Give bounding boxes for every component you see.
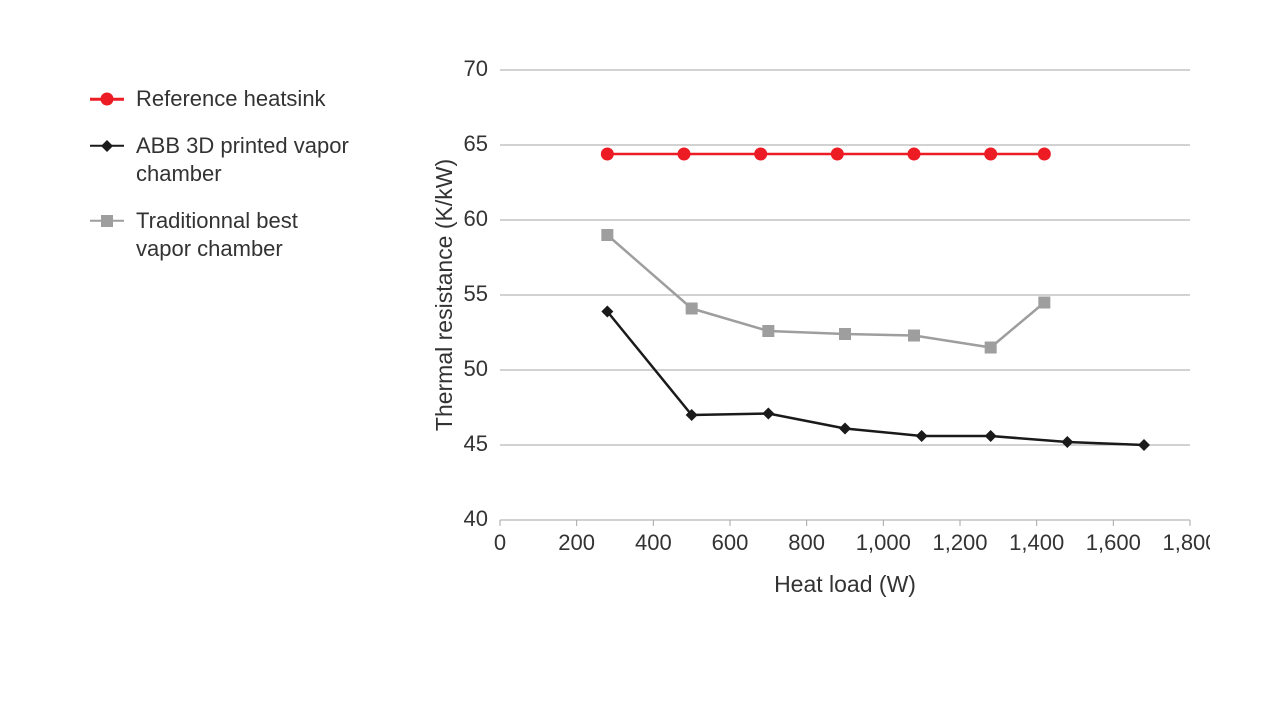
svg-text:60: 60 [464, 206, 488, 231]
svg-text:1,200: 1,200 [932, 530, 987, 555]
svg-text:Heat load (W): Heat load (W) [774, 571, 916, 597]
svg-text:45: 45 [464, 431, 488, 456]
legend: Reference heatsink ABB 3D printed vapor c… [90, 85, 350, 282]
legend-swatch [90, 213, 124, 229]
legend-swatch [90, 91, 124, 107]
svg-text:55: 55 [464, 281, 488, 306]
legend-label: ABB 3D printed vapor chamber [136, 132, 350, 189]
svg-text:800: 800 [788, 530, 825, 555]
legend-swatch [90, 138, 124, 154]
svg-text:1,000: 1,000 [856, 530, 911, 555]
svg-text:50: 50 [464, 356, 488, 381]
svg-text:1,600: 1,600 [1086, 530, 1141, 555]
legend-label: Reference heatsink [136, 85, 326, 114]
svg-text:70: 70 [464, 60, 488, 81]
svg-text:Thermal resistance (K/kW): Thermal resistance (K/kW) [431, 159, 457, 431]
svg-text:1,800: 1,800 [1162, 530, 1210, 555]
legend-item-traditional: Traditionnal best vapor chamber [90, 207, 350, 264]
svg-text:1,400: 1,400 [1009, 530, 1064, 555]
legend-item-reference: Reference heatsink [90, 85, 350, 114]
legend-item-abb3d: ABB 3D printed vapor chamber [90, 132, 350, 189]
svg-text:0: 0 [494, 530, 506, 555]
chart-svg: 40 45 50 55 60 65 70 0 200 400 600 800 1,000 1,200 1,4… [430, 60, 1210, 630]
chart-container: Reference heatsink ABB 3D printed vapor c… [0, 0, 1280, 720]
circle-icon [98, 90, 116, 108]
svg-text:40: 40 [464, 506, 488, 531]
series-reference [601, 148, 1051, 161]
svg-text:65: 65 [464, 131, 488, 156]
series-traditional [601, 229, 1050, 354]
svg-text:400: 400 [635, 530, 672, 555]
diamond-icon [98, 137, 116, 155]
plot-area: 40 45 50 55 60 65 70 0 200 400 600 800 1,000 1,200 1,4… [430, 60, 1210, 630]
svg-text:600: 600 [712, 530, 749, 555]
legend-label: Traditionnal best vapor chamber [136, 207, 350, 264]
svg-text:200: 200 [558, 530, 595, 555]
square-icon [98, 212, 116, 230]
series-abb3d [601, 306, 1150, 452]
